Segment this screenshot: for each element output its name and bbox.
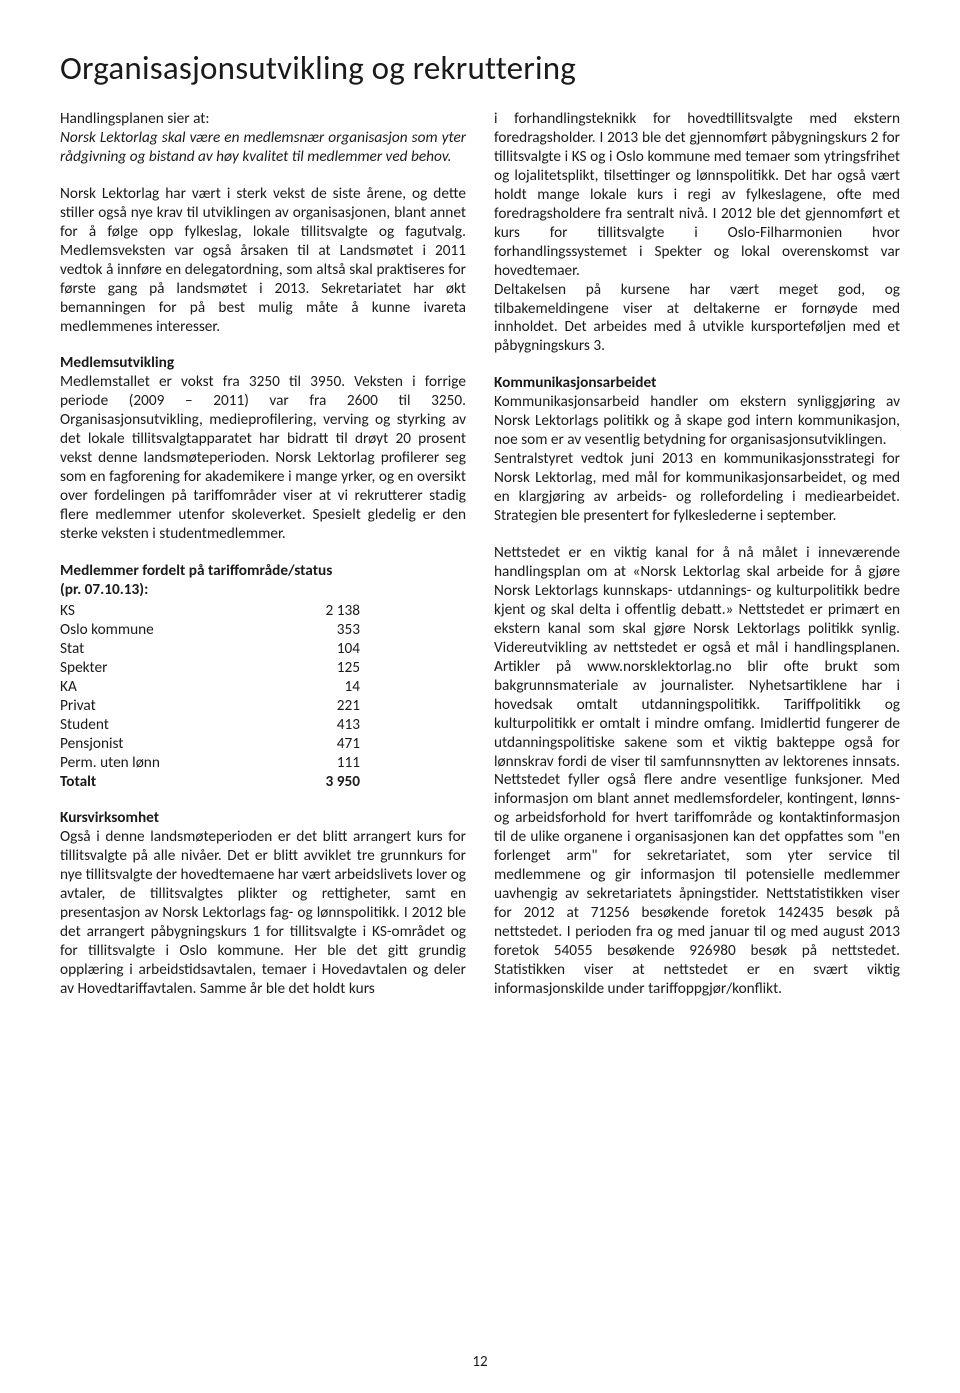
intro-block: Handlingsplanen sier at: Norsk Lektorlag… (60, 110, 466, 167)
table-cell-label: KS (60, 602, 270, 621)
table-cell-label: Stat (60, 640, 270, 659)
table-row: KA 14 (60, 678, 466, 697)
table-row: Spekter 125 (60, 659, 466, 678)
body-text: Deltakelsen på kursene har vært meget go… (494, 281, 900, 357)
body-text: Nettstedet er en viktig kanal for å nå m… (494, 544, 900, 999)
body-text: Også i denne landsmøteperioden er det bl… (60, 828, 466, 999)
intro-italic: Norsk Lektorlag skal være en medlemsnær … (60, 129, 466, 167)
tariff-table-block: Medlemmer fordelt på tariffområde/status… (60, 562, 466, 791)
table-cell-value: 14 (270, 678, 360, 697)
table-cell-value: 413 (270, 716, 360, 735)
paragraph-growth: Norsk Lektorlag har vært i sterk vekst d… (60, 185, 466, 337)
nettsted-block: Nettstedet er en viktig kanal for å nå m… (494, 544, 900, 999)
subheading-medlemsutvikling: Medlemsutvikling (60, 354, 466, 373)
table-cell-label: Student (60, 716, 270, 735)
table-cell-label: Totalt (60, 773, 270, 792)
table-cell-value: 3 950 (270, 773, 360, 792)
subheading-kommunikasjon: Kommunikasjonsarbeidet (494, 374, 900, 393)
table-row: Pensjonist 471 (60, 735, 466, 754)
table-heading-line1: Medlemmer fordelt på tariffområde/status (60, 562, 466, 581)
body-text: Medlemstallet er vokst fra 3250 til 3950… (60, 373, 466, 544)
body-text: Kommunikasjonsarbeid handler om ekstern … (494, 393, 900, 450)
document-page: Organisasjonsutvikling og rekruttering H… (0, 0, 960, 1393)
table-heading-line2: (pr. 07.10.13): (60, 581, 466, 600)
table-cell-value: 104 (270, 640, 360, 659)
table-cell-value: 221 (270, 697, 360, 716)
intro-lead: Handlingsplanen sier at: (60, 110, 466, 129)
right-column: i forhandlingsteknikk for hovedtillitsva… (494, 110, 900, 999)
tariff-table: KS 2 138 Oslo kommune 353 Stat 104 Spekt… (60, 602, 466, 792)
table-cell-value: 111 (270, 754, 360, 773)
table-cell-label: Perm. uten lønn (60, 754, 270, 773)
body-text: Sentralstyret vedtok juni 2013 en kommun… (494, 450, 900, 526)
body-text: Norsk Lektorlag har vært i sterk vekst d… (60, 185, 466, 337)
table-cell-label: KA (60, 678, 270, 697)
two-column-layout: Handlingsplanen sier at: Norsk Lektorlag… (60, 110, 900, 999)
table-cell-label: Pensjonist (60, 735, 270, 754)
table-cell-label: Privat (60, 697, 270, 716)
table-row: Perm. uten lønn 111 (60, 754, 466, 773)
kursvirksomhet-block: Kursvirksomhet Også i denne landsmøteper… (60, 809, 466, 999)
kommunikasjon-block: Kommunikasjonsarbeidet Kommunikasjonsarb… (494, 374, 900, 526)
table-cell-label: Oslo kommune (60, 621, 270, 640)
table-cell-value: 353 (270, 621, 360, 640)
table-cell-value: 471 (270, 735, 360, 754)
table-row-total: Totalt 3 950 (60, 773, 466, 792)
medlemsutvikling-block: Medlemsutvikling Medlemstallet er vokst … (60, 354, 466, 544)
table-cell-value: 125 (270, 659, 360, 678)
table-row: KS 2 138 (60, 602, 466, 621)
left-column: Handlingsplanen sier at: Norsk Lektorlag… (60, 110, 466, 999)
page-title: Organisasjonsutvikling og rekruttering (60, 48, 900, 88)
table-row: Student 413 (60, 716, 466, 735)
table-cell-label: Spekter (60, 659, 270, 678)
kurs-continued-block: i forhandlingsteknikk for hovedtillitsva… (494, 110, 900, 356)
table-row: Privat 221 (60, 697, 466, 716)
table-row: Stat 104 (60, 640, 466, 659)
page-number: 12 (0, 1353, 960, 1371)
table-cell-value: 2 138 (270, 602, 360, 621)
subheading-kursvirksomhet: Kursvirksomhet (60, 809, 466, 828)
body-text: i forhandlingsteknikk for hovedtillitsva… (494, 110, 900, 281)
table-row: Oslo kommune 353 (60, 621, 466, 640)
